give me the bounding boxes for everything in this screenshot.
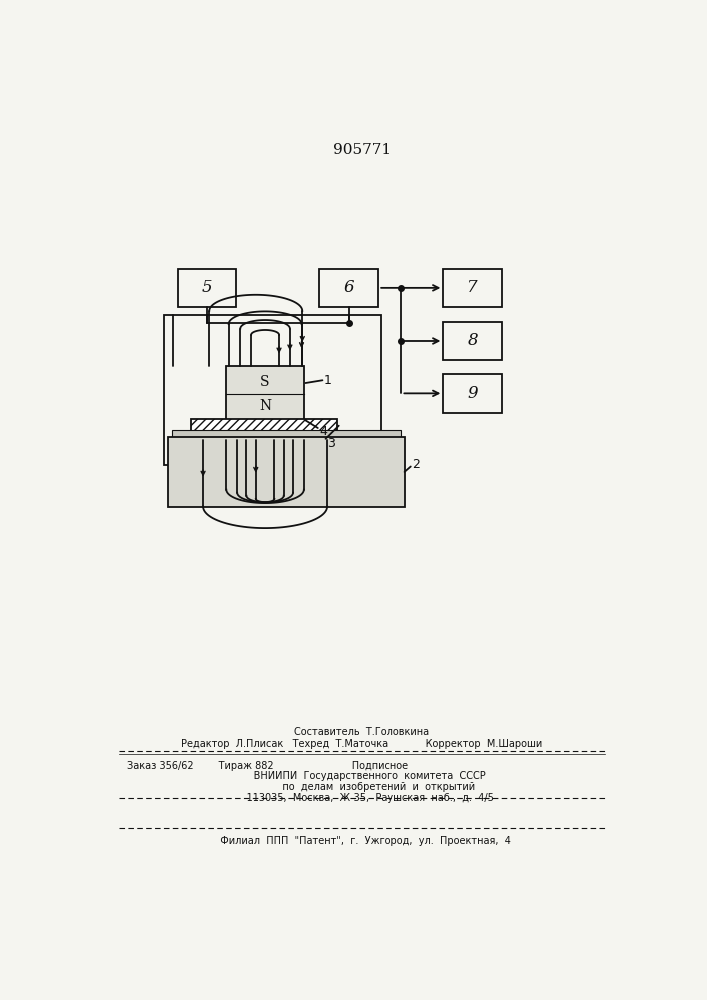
Text: ВНИИПИ  Государственного  комитета  СССР: ВНИИПИ Государственного комитета СССР xyxy=(238,771,486,781)
Text: 1: 1 xyxy=(324,374,332,387)
Text: 5: 5 xyxy=(201,279,212,296)
Text: 8: 8 xyxy=(467,332,478,349)
Bar xyxy=(443,374,502,413)
Bar xyxy=(168,437,404,507)
Bar xyxy=(163,315,380,465)
Text: N: N xyxy=(259,399,271,413)
Text: Составитель  Т.Головкина: Составитель Т.Головкина xyxy=(294,727,430,737)
Bar xyxy=(443,322,502,360)
Text: Заказ 356/62        Тираж 882                         Подписное: Заказ 356/62 Тираж 882 Подписное xyxy=(127,761,408,771)
Text: Редактор  Л.Плисак   Техред  Т.Маточка            Корректор  М.Шароши: Редактор Л.Плисак Техред Т.Маточка Корре… xyxy=(181,739,542,749)
Bar xyxy=(320,269,378,307)
Text: 7: 7 xyxy=(467,279,478,296)
Bar xyxy=(172,430,401,440)
Text: 4: 4 xyxy=(320,425,327,438)
Bar xyxy=(226,366,304,422)
Text: 3: 3 xyxy=(327,437,335,450)
Text: Филиал  ППП  "Патент",  г.  Ужгород,  ул.  Проектная,  4: Филиал ППП "Патент", г. Ужгород, ул. Про… xyxy=(214,836,510,846)
Text: по  делам  изобретений  и  открытий: по делам изобретений и открытий xyxy=(248,782,476,792)
Bar xyxy=(192,419,337,433)
Text: 2: 2 xyxy=(412,458,420,471)
Text: S: S xyxy=(260,375,270,389)
Bar xyxy=(177,269,236,307)
Text: 905771: 905771 xyxy=(333,143,391,157)
Text: 113035,  Москва,  Ж-35,  Раушская  наб.,  д.  4/5: 113035, Москва, Ж-35, Раушская наб., д. … xyxy=(230,793,493,803)
Text: 9: 9 xyxy=(467,385,478,402)
Bar xyxy=(443,269,502,307)
Text: 6: 6 xyxy=(344,279,354,296)
